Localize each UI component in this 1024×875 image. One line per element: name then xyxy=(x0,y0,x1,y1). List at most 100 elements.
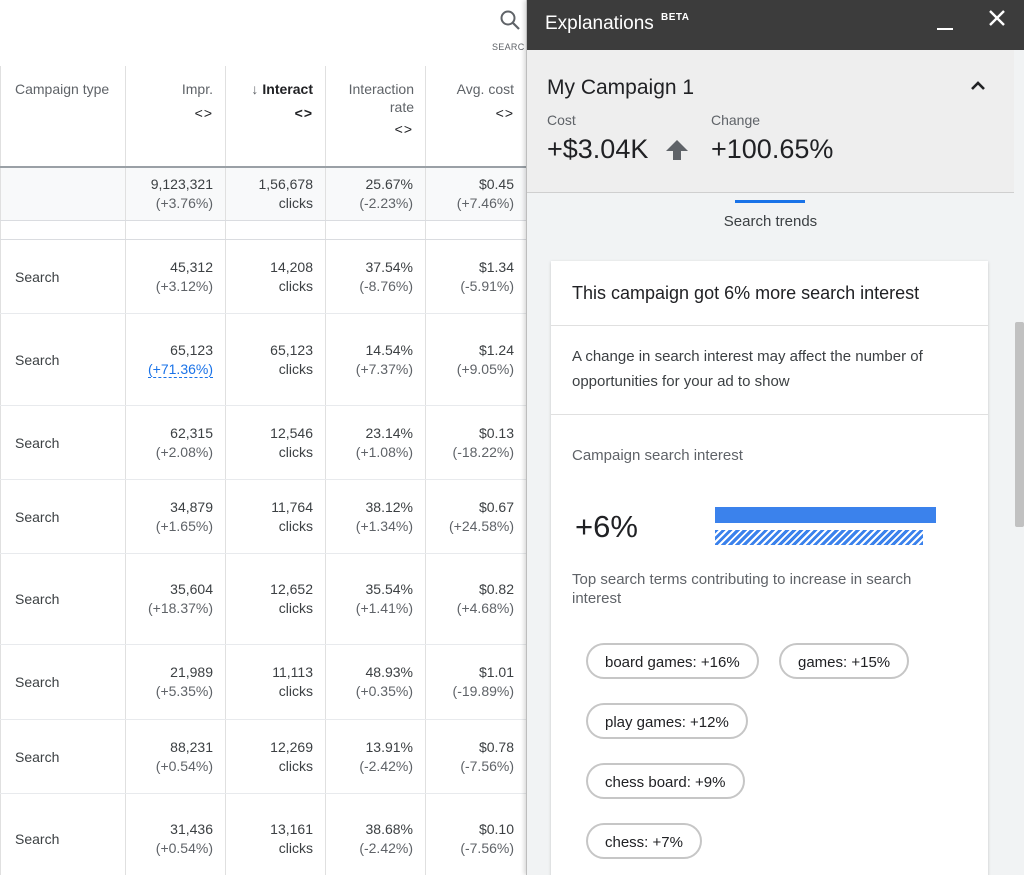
rate-cell: 13.91% (-2.42%) xyxy=(325,719,426,794)
tab-search-trends[interactable]: Search trends xyxy=(723,213,818,230)
table-row[interactable]: Search 21,989 (+5.35%) 11,113 clicks 48.93% (+… xyxy=(0,644,526,720)
table-header-row: Campaign type Impr. <> ↓ Interact <> Intera… xyxy=(0,66,526,167)
close-icon xyxy=(989,10,1005,26)
term-chip-chess[interactable]: chess: +7% xyxy=(586,823,702,859)
table-toolbar: SEARC xyxy=(0,0,526,66)
interactions-cell: 12,546 clicks xyxy=(225,405,326,480)
col-header-interaction-rate[interactable]: Interaction rate <> xyxy=(325,66,426,167)
campaign-type-cell: Search xyxy=(0,719,126,794)
column-resize-icon[interactable]: <> xyxy=(394,121,413,137)
campaign-table: Campaign type Impr. <> ↓ Interact <> Intera… xyxy=(0,66,526,875)
totals-interactions: 1,56,678 clicks xyxy=(225,167,326,221)
cost-label: Cost xyxy=(547,112,576,128)
change-label: Change xyxy=(711,112,761,128)
table-row[interactable]: Search 62,315 (+2.08%) 12,546 clicks 23.14% (+… xyxy=(0,405,526,480)
impr-cell: 35,604 (+18.37%) xyxy=(125,553,226,645)
totals-row: 9,123,321 (+3.76%) 1,56,678 clicks 25.67%(… xyxy=(0,167,526,221)
section-title: Campaign search interest xyxy=(572,447,743,464)
table-row[interactable]: Search 35,604 (+18.37%) 12,652 clicks 35.54%(… xyxy=(0,553,526,645)
search-icon[interactable] xyxy=(499,9,521,36)
campaign-table-area: SEARC Campaign type Impr. <> ↓ Interact <> … xyxy=(0,0,526,875)
term-chip-chess-board[interactable]: chess board: +9% xyxy=(586,763,745,799)
rate-cell: 38.68% (-2.42%) xyxy=(325,793,426,875)
col-header-avg-cost[interactable]: Avg. cost <> xyxy=(425,66,526,167)
table-row[interactable]: Search 45,312 (+3.12%) 14,208 clicks 37.54% (-… xyxy=(0,239,526,314)
row-gap xyxy=(0,220,526,240)
table-row[interactable]: Search 88,231 (+0.54%) 12,269 clicks 13.91% (-… xyxy=(0,719,526,794)
interactions-cell: 65,123 clicks xyxy=(225,313,326,406)
arrow-up-icon xyxy=(666,139,688,166)
current-interest-bar xyxy=(715,507,936,523)
card-header: This campaign got 6% more search interes… xyxy=(551,261,988,326)
col-header-impr[interactable]: Impr. <> xyxy=(125,66,226,167)
cost-cell: $0.13 (-18.22%) xyxy=(425,405,526,480)
chevron-up-icon xyxy=(971,81,985,90)
campaign-type-cell: Search xyxy=(0,479,126,554)
totals-rate: 25.67% (-2.23%) xyxy=(325,167,426,221)
term-chip-board-games[interactable]: board games: +16% xyxy=(586,643,759,679)
interactions-cell: 11,764 clicks xyxy=(225,479,326,554)
col-header-interactions[interactable]: ↓ Interact <> xyxy=(225,66,326,167)
col-header-campaign-type[interactable]: Campaign type xyxy=(0,66,126,167)
campaign-type-cell: Search xyxy=(0,644,126,720)
term-chip-games[interactable]: games: +15% xyxy=(779,643,910,679)
campaign-type-cell: Search xyxy=(0,553,126,645)
interactions-cell: 14,208 clicks xyxy=(225,239,326,314)
explanations-panel: Explanations BETA My Campaign 1 Cost Cha… xyxy=(526,0,1024,875)
top-terms-label: Top search terms contributing to increas… xyxy=(572,571,912,607)
campaign-type-cell: Search xyxy=(0,405,126,480)
panel-title: Explanations xyxy=(545,13,654,34)
minimize-button[interactable] xyxy=(935,8,957,34)
impr-cell: 65,123 (+71.36%) xyxy=(125,313,226,406)
interactions-cell: 13,161 clicks xyxy=(225,793,326,875)
panel-header: Explanations BETA xyxy=(527,0,1024,50)
card-description: A change in search interest may affect t… xyxy=(551,326,988,415)
column-resize-icon[interactable]: <> xyxy=(194,105,213,121)
impr-cell: 31,436 (+0.54%) xyxy=(125,793,226,875)
interest-value: +6% xyxy=(575,509,638,544)
totals-impr: 9,123,321 (+3.76%) xyxy=(125,167,226,221)
table-row[interactable]: Search 31,436 (+0.54%) 13,161 clicks 38.68% (-… xyxy=(0,793,526,875)
cost-cell: $1.01 (-19.89%) xyxy=(425,644,526,720)
totals-cost: $0.45 (+7.46%) xyxy=(425,167,526,221)
rate-cell: 35.54% (+1.41%) xyxy=(325,553,426,645)
close-button[interactable] xyxy=(987,8,1007,33)
rate-cell: 23.14% (+1.08%) xyxy=(325,405,426,480)
rate-cell: 48.93% (+0.35%) xyxy=(325,644,426,720)
campaign-type-cell: Search xyxy=(0,313,126,406)
campaign-name: My Campaign 1 xyxy=(547,76,695,99)
search-label[interactable]: SEARC xyxy=(492,42,525,52)
column-resize-icon[interactable]: <> xyxy=(495,105,514,121)
beta-badge: BETA xyxy=(661,12,690,23)
cost-cell: $1.24 (+9.05%) xyxy=(425,313,526,406)
impr-cell: 45,312 (+3.12%) xyxy=(125,239,226,314)
cost-cell: $0.78 (-7.56%) xyxy=(425,719,526,794)
impr-cell: 62,315 (+2.08%) xyxy=(125,405,226,480)
totals-type xyxy=(0,167,126,221)
cost-cell: $0.67 (+24.58%) xyxy=(425,479,526,554)
cost-cell: $0.10 (-7.56%) xyxy=(425,793,526,875)
active-tab-indicator xyxy=(735,200,805,203)
cost-value: +$3.04K xyxy=(547,134,649,164)
cost-cell: $1.34 (-5.91%) xyxy=(425,239,526,314)
search-trends-card: This campaign got 6% more search interes… xyxy=(551,261,988,875)
column-resize-icon[interactable]: <> xyxy=(294,105,313,121)
campaign-type-cell: Search xyxy=(0,239,126,314)
rate-cell: 38.12% (+1.34%) xyxy=(325,479,426,554)
table-row[interactable]: Search 34,879 (+1.65%) 11,764 clicks 38.12% (+… xyxy=(0,479,526,554)
table-row[interactable]: Search 65,123 (+71.36%) 65,123 clicks 14.54%(… xyxy=(0,313,526,406)
interactions-cell: 12,269 clicks xyxy=(225,719,326,794)
term-chip-play-games[interactable]: play games: +12% xyxy=(586,703,748,739)
rate-cell: 37.54% (-8.76%) xyxy=(325,239,426,314)
impr-cell: 88,231 (+0.54%) xyxy=(125,719,226,794)
collapse-button[interactable] xyxy=(970,78,986,96)
change-value: +100.65% xyxy=(711,134,834,164)
impr-change-link[interactable]: (+71.36%) xyxy=(148,360,213,378)
impr-cell: 21,989 (+5.35%) xyxy=(125,644,226,720)
card-headline: This campaign got 6% more search interes… xyxy=(572,283,920,303)
rate-cell: 14.54% (+7.37%) xyxy=(325,313,426,406)
scrollbar-thumb[interactable] xyxy=(1015,322,1024,527)
previous-interest-bar xyxy=(715,530,923,545)
impr-cell: 34,879 (+1.65%) xyxy=(125,479,226,554)
interactions-cell: 12,652 clicks xyxy=(225,553,326,645)
